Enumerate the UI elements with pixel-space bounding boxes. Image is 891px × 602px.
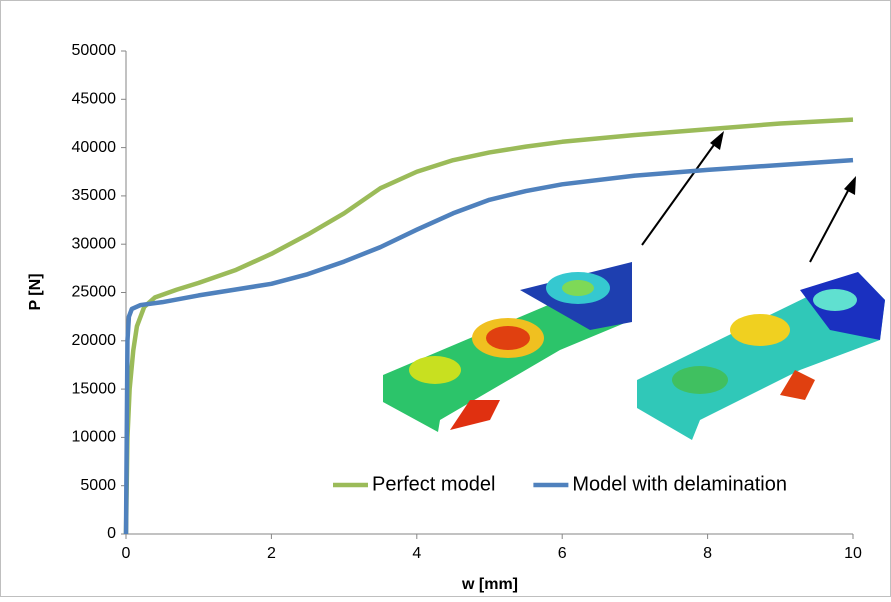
x-axis-label: w [mm]	[461, 576, 518, 593]
x-tick-label: 8	[703, 545, 712, 562]
x-tick-label: 4	[412, 545, 421, 562]
y-tick-label: 10000	[72, 429, 117, 446]
x-tick-label: 10	[844, 545, 862, 562]
x-tick-label: 6	[558, 545, 567, 562]
y-tick-label: 30000	[72, 235, 117, 252]
x-tick-label: 2	[267, 545, 276, 562]
y-axis-label: P [N]	[27, 273, 44, 310]
y-tick-label: 0	[107, 525, 116, 542]
legend-label: Perfect model	[372, 473, 495, 495]
y-tick-label: 35000	[72, 187, 117, 204]
y-tick-label: 40000	[72, 139, 117, 156]
y-tick-label: 20000	[72, 332, 117, 349]
y-tick-label: 25000	[72, 284, 117, 301]
page: P [N] w [mm] 0 5000 10000 15000 20000 25000 30…	[0, 0, 891, 602]
y-tick-label: 5000	[80, 477, 116, 494]
chart-border	[1, 1, 891, 597]
x-tick-label: 0	[122, 545, 131, 562]
y-tick-label: 15000	[72, 380, 117, 397]
y-tick-label: 45000	[72, 91, 117, 108]
legend-label: Model with delamination	[572, 473, 787, 495]
y-tick-label: 50000	[72, 42, 117, 59]
chart: P [N] w [mm] 0 5000 10000 15000 20000 25000 30…	[0, 0, 891, 597]
